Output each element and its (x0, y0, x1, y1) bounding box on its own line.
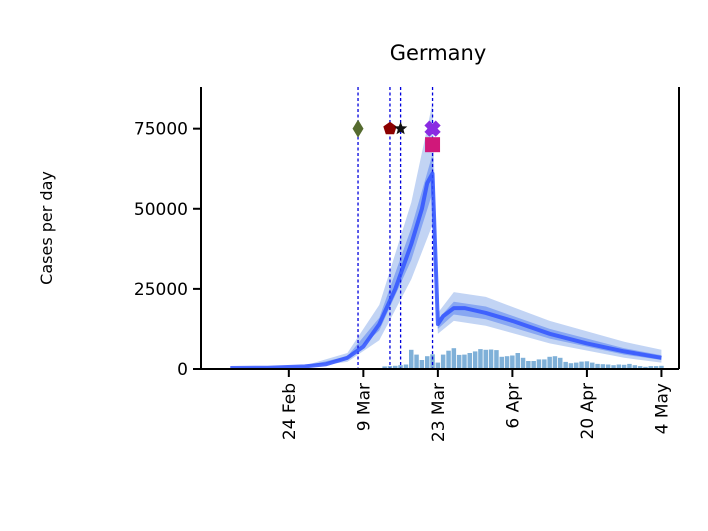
x-tick-label: 20 Apr (578, 383, 598, 439)
x-axis-ticks: 24 Feb 9 Mar 23 Mar 6 Apr 20 Apr 4 May (280, 369, 672, 442)
reported-cases-bar (568, 363, 574, 369)
inner-confidence-band (230, 154, 662, 369)
reported-cases-bar (558, 357, 563, 369)
reported-cases-bar (435, 362, 441, 369)
reported-cases-bar (531, 361, 536, 369)
y-tick-label: 50000 (134, 200, 188, 220)
estimated-cases-series (230, 171, 662, 370)
reported-cases-bar (616, 364, 622, 369)
x-tick-label: 9 Mar (354, 383, 374, 431)
pentagon-marker (383, 121, 397, 135)
reported-cases-bar (451, 348, 457, 369)
reported-cases-bar (605, 364, 611, 369)
reported-cases-bar (456, 354, 462, 369)
reported-cases-bar (584, 361, 590, 369)
title: Germany (390, 41, 487, 65)
reported-cases-bar (536, 359, 542, 369)
reported-cases-bar (446, 350, 451, 369)
reported-cases-bar (478, 349, 483, 369)
x-tick-label: 6 Apr (503, 383, 523, 429)
reported-cases-bar (643, 366, 648, 369)
reported-cases-bar (563, 361, 568, 369)
reported-cases-bar (632, 365, 638, 369)
x-tick-label: 4 May (652, 383, 672, 434)
diamond-marker (352, 119, 364, 138)
square-marker (425, 137, 441, 153)
reported-cases-bar (403, 364, 409, 369)
reported-cases-bar (552, 356, 558, 369)
reported-cases-bar (393, 365, 398, 369)
y-tick-label: 0 (177, 360, 188, 380)
reported-cases-bar (494, 350, 499, 369)
intervention-markers (352, 119, 441, 153)
reported-cases-bar (621, 364, 627, 369)
reported-cases-bar (579, 361, 584, 369)
reported-cases-bar (440, 354, 446, 369)
reported-cases-bar (462, 354, 467, 369)
reported-cases-bar (595, 363, 600, 369)
reported-cases-bar (600, 364, 606, 369)
reported-cases-bar (659, 365, 664, 369)
reported-cases-bar (398, 365, 403, 369)
reported-cases-bar (574, 362, 579, 369)
reported-cases-bar (547, 356, 552, 369)
reported-cases-bar (510, 355, 515, 369)
reported-cases-bar (542, 359, 547, 369)
outer-confidence-band (230, 103, 662, 369)
reported-cases-bar (472, 351, 478, 369)
reported-cases-bar (637, 366, 643, 369)
reported-cases-bar (430, 354, 435, 369)
y-axis-label: Cases per day (37, 171, 56, 285)
y-tick-label: 25000 (134, 280, 188, 300)
reported-cases-bar (590, 362, 595, 369)
reported-cases-bar (425, 356, 430, 369)
reported-cases-bar (409, 349, 414, 369)
star-marker (394, 121, 408, 135)
reported-cases-bar (483, 349, 488, 369)
reported-cases-bar (419, 360, 425, 369)
reported-cases-bar (520, 357, 526, 369)
chart-title: Germany (390, 41, 487, 65)
reported-cases-bar (382, 366, 387, 369)
reported-cases-bar (627, 363, 632, 369)
reported-cases-bar (611, 365, 616, 369)
reported-cases-bar (653, 366, 659, 369)
reported-cases-bar (467, 353, 472, 369)
x-marker (424, 120, 441, 137)
y-axis-ticks: 0 25000 50000 75000 (134, 120, 201, 380)
x-tick-label: 24 Feb (280, 383, 300, 440)
confidence-bands (230, 103, 662, 369)
axes (200, 87, 680, 370)
reported-cases-bar (414, 354, 419, 369)
x-tick-label: 23 Mar (429, 383, 449, 442)
estimated-cases-line (230, 171, 662, 370)
reported-cases-bar (488, 349, 494, 369)
reported-cases-bar (515, 353, 520, 369)
y-tick-label: 75000 (134, 120, 188, 140)
reported-cases-bar (504, 356, 510, 369)
reported-cases-bars (382, 348, 664, 369)
reported-cases-bar (499, 356, 504, 369)
reported-cases-bar (526, 361, 531, 369)
reported-cases-bar (648, 366, 653, 369)
